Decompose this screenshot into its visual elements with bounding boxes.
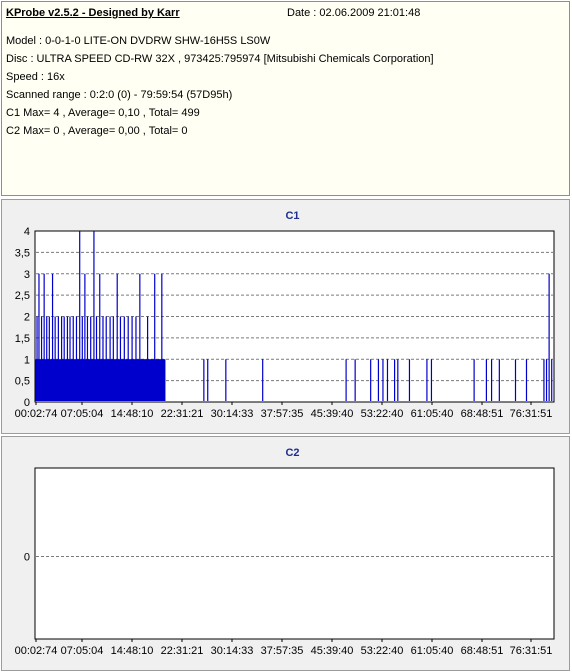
chart-title-2: C2 <box>285 447 299 459</box>
x-tick-label: 37:57:35 <box>261 645 304 657</box>
c2-chart-panel: C2 0 00:02:74 07:05:04 14:48:10 22:31:21 30:14… <box>1 436 570 671</box>
y-tick-label: 3,5 <box>15 247 30 259</box>
info-panel: KProbe v2.5.2 - Designed by Karr Date : … <box>1 1 570 196</box>
scan-date: Date : 02.06.2009 21:01:48 <box>287 7 421 19</box>
disc-line: Disc : ULTRA SPEED CD-RW 32X , 973425:79… <box>6 53 434 65</box>
chart-title-1: C1 <box>285 210 299 222</box>
x-tick-label: 14:48:10 <box>111 408 154 420</box>
y-tick-label: 2 <box>24 312 30 324</box>
y-tick-label: 3 <box>24 269 30 281</box>
x-tick-label: 07:05:04 <box>61 645 104 657</box>
x-tick-label: 53:22:40 <box>361 408 404 420</box>
x-tick-label: 00:02:74 <box>15 408 58 420</box>
speed-line: Speed : 16x <box>6 71 65 83</box>
x-tick-label: 53:22:40 <box>361 645 404 657</box>
x-tick-label: 30:14:33 <box>211 408 254 420</box>
c2-chart: C2 0 00:02:74 07:05:04 14:48:10 22:31:21 30:14… <box>15 447 555 657</box>
x-tick-label: 45:39:40 <box>311 645 354 657</box>
app-title: KProbe v2.5.2 - Designed by Karr <box>6 7 180 19</box>
x-tick-label: 14:48:10 <box>111 645 154 657</box>
x-tick-label: 68:48:51 <box>461 408 504 420</box>
y-tick-label: 0 <box>24 552 30 564</box>
c1-chart: C1 0 0,5 1 1,5 2 2,5 3 3,5 4 00:02:74 07:05:04 14:48… <box>15 210 555 420</box>
x-tick-label: 22:31:21 <box>161 408 204 420</box>
x-tick-label: 76:31:51 <box>510 645 553 657</box>
c1-stats-line: C1 Max= 4 , Average= 0,10 , Total= 499 <box>6 107 200 119</box>
x-tick-label: 68:48:51 <box>461 645 504 657</box>
c2-stats-line: C2 Max= 0 , Average= 0,00 , Total= 0 <box>6 125 188 137</box>
y-tick-label: 4 <box>24 226 30 238</box>
x-tick-label: 61:05:40 <box>411 408 454 420</box>
x-tick-label: 22:31:21 <box>161 645 204 657</box>
y-tick-label: 1,5 <box>15 333 30 345</box>
y-tick-label: 2,5 <box>15 290 30 302</box>
x-tick-label: 00:02:74 <box>15 645 58 657</box>
y-tick-label: 0,5 <box>15 376 30 388</box>
x-tick-label: 37:57:35 <box>261 408 304 420</box>
range-line: Scanned range : 0:2:0 (0) - 79:59:54 (57… <box>6 89 233 101</box>
x-tick-label: 45:39:40 <box>311 408 354 420</box>
x-tick-label: 76:31:51 <box>510 408 553 420</box>
y-tick-label: 0 <box>24 397 30 409</box>
x-tick-label: 61:05:40 <box>411 645 454 657</box>
x-tick-label: 07:05:04 <box>61 408 104 420</box>
model-line: Model : 0-0-1-0 LITE-ON DVDRW SHW-16H5S … <box>6 35 271 47</box>
y-tick-label: 1 <box>24 354 30 366</box>
x-tick-label: 30:14:33 <box>211 645 254 657</box>
c1-chart-panel: C1 0 0,5 1 1,5 2 2,5 3 3,5 4 00:02:74 07:05:04 14:48… <box>1 199 570 434</box>
plot-area <box>34 467 555 640</box>
